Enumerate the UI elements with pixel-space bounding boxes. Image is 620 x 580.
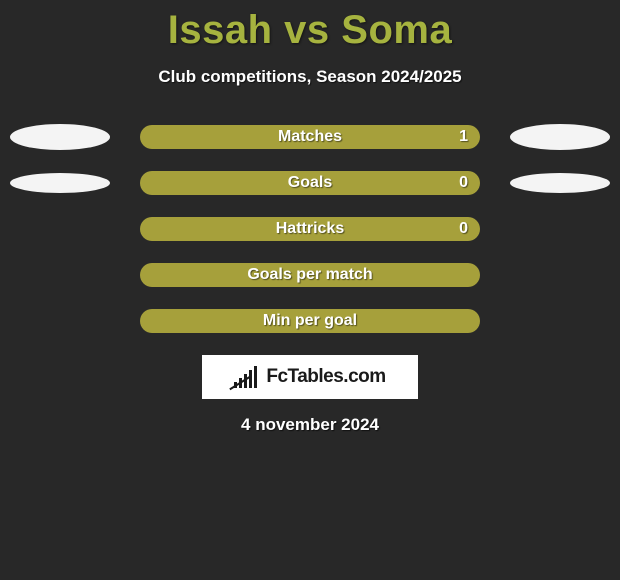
stat-row: Min per goal [0, 309, 620, 333]
logo-text: FcTables.com [266, 366, 385, 388]
left-ellipse [10, 124, 110, 150]
stat-value: 0 [459, 220, 468, 238]
fctables-logo: FcTables.com [202, 355, 418, 399]
stat-value: 0 [459, 174, 468, 192]
right-ellipse [510, 173, 610, 193]
stat-row: Hattricks0 [0, 217, 620, 241]
stat-pill: Goals0 [140, 171, 480, 195]
stat-pill: Goals per match [140, 263, 480, 287]
logo-bar [254, 366, 257, 388]
stat-row: Matches1 [0, 125, 620, 149]
date-label: 4 november 2024 [0, 415, 620, 435]
left-ellipse [10, 173, 110, 193]
subtitle: Club competitions, Season 2024/2025 [0, 67, 620, 87]
stats-rows: Matches1Goals0Hattricks0Goals per matchM… [0, 125, 620, 333]
stat-pill: Matches1 [140, 125, 480, 149]
stat-pill: Hattricks0 [140, 217, 480, 241]
stat-label: Min per goal [140, 312, 480, 330]
page-title: Issah vs Soma [0, 0, 620, 53]
stat-label: Goals [140, 174, 480, 192]
stat-label: Matches [140, 128, 480, 146]
logo-bar [249, 370, 252, 388]
stat-row: Goals per match [0, 263, 620, 287]
stat-row: Goals0 [0, 171, 620, 195]
stat-label: Goals per match [140, 266, 480, 284]
stat-label: Hattricks [140, 220, 480, 238]
right-ellipse [510, 124, 610, 150]
stat-pill: Min per goal [140, 309, 480, 333]
stat-value: 1 [459, 128, 468, 146]
